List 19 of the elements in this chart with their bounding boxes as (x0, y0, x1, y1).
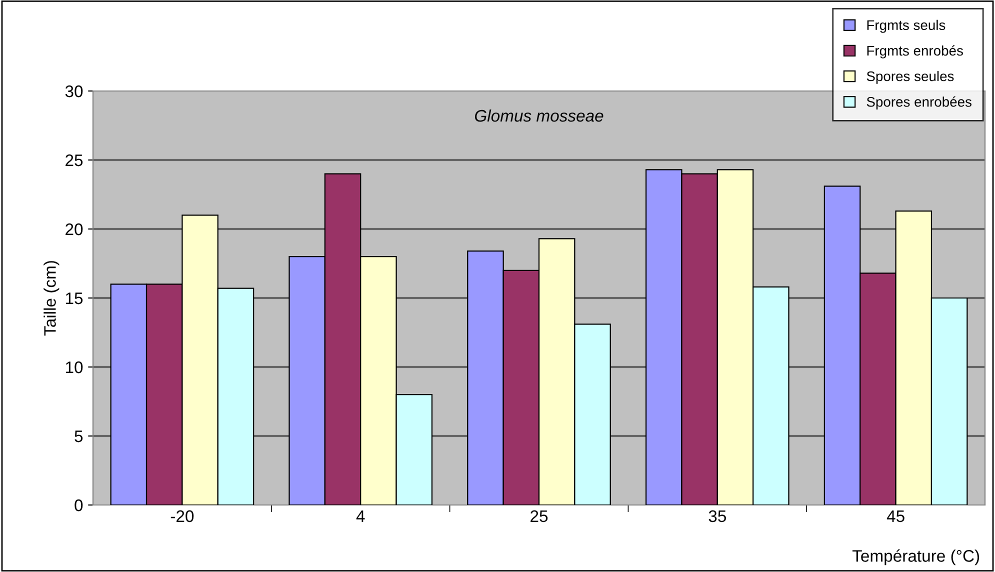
legend-label: Spores enrobées (866, 96, 972, 110)
legend-label: Frgmts seuls (867, 20, 946, 33)
x-tick-label: 25 (530, 510, 548, 522)
y-axis-title: Taille (cm) (44, 261, 60, 336)
y-tick-label: 30 (65, 85, 83, 98)
x-tick-label: 35 (708, 510, 726, 522)
x-tick-label: 4 (356, 510, 365, 522)
y-tick-label: 5 (74, 430, 83, 442)
legend-label: Frgmts enrobés (867, 45, 963, 58)
x-axis-title: Température (°C) (852, 549, 980, 566)
x-tick-label: 45 (886, 510, 904, 522)
y-tick-label: 10 (66, 361, 83, 374)
y-tick-label: 25 (66, 154, 83, 166)
y-tick-label: 20 (66, 223, 83, 236)
legend-label: Spores seules (866, 70, 954, 84)
y-tick-label: 15 (66, 292, 83, 304)
y-tick-label: 0 (74, 499, 83, 512)
text: Glomus mosseae (474, 109, 604, 122)
x-tick-label: -20 (170, 510, 194, 522)
